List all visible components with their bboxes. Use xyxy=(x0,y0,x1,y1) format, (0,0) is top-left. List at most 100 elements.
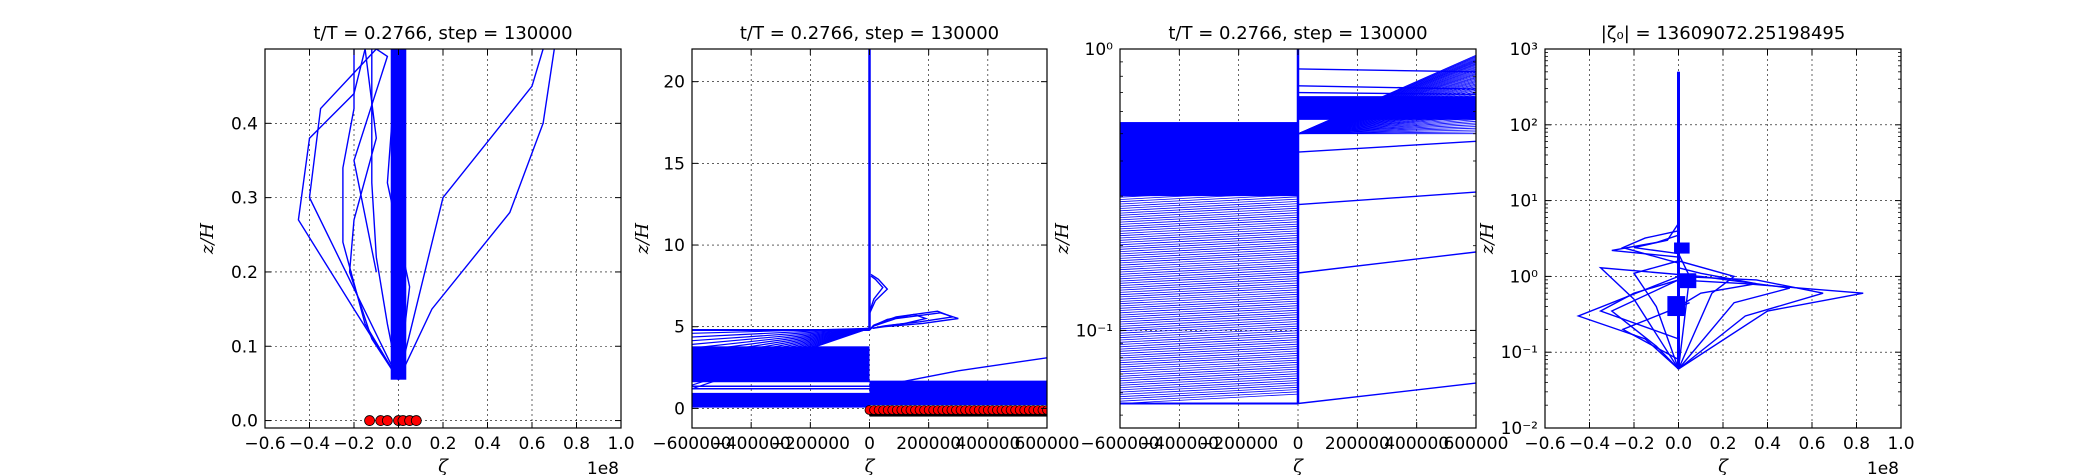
y-tick-label: 0.3 xyxy=(231,189,258,209)
y-tick-label: 10⁻² xyxy=(1501,419,1538,439)
y-tick-label: 10⁰ xyxy=(1085,40,1114,60)
chart-title: t/T = 0.2766, step = 130000 xyxy=(1168,23,1427,44)
fan-line xyxy=(1120,316,1299,327)
fan-line xyxy=(1120,196,1299,207)
series-band xyxy=(390,49,407,380)
x-tick-label: 0.6 xyxy=(518,434,545,454)
left-fill-1 xyxy=(692,346,870,383)
fan-line xyxy=(1120,355,1299,366)
x-tick-label: 0.6 xyxy=(1798,434,1825,454)
series-line-10 xyxy=(1621,302,1690,361)
fan-line xyxy=(1120,282,1299,293)
chart-1: −0.6 −0.4 −0.2 0.0 0.2 0.4 0.6 0.8 1.0 0.0 0.1 0.2 0… xyxy=(197,23,635,475)
grid xyxy=(1544,48,1902,429)
y-tick-label: 10⁰ xyxy=(1510,267,1539,287)
right-block xyxy=(1298,96,1476,120)
x-tick-label: 0 xyxy=(1293,434,1304,454)
fan-line xyxy=(1120,348,1299,359)
x-tick-label: −600000 xyxy=(652,434,731,454)
y-tick-label: 5 xyxy=(674,318,685,338)
fan-line xyxy=(1120,241,1299,252)
series-line-9 xyxy=(1598,279,1679,340)
fan-line xyxy=(1120,214,1299,225)
fan-line xyxy=(1120,207,1299,218)
y-tick-label: 10² xyxy=(1510,116,1538,136)
fan-line xyxy=(1120,210,1299,221)
y-tick-label: 10¹ xyxy=(1510,192,1538,212)
x-axis-label: ζ xyxy=(1293,456,1304,475)
data-marker xyxy=(381,415,393,426)
fan-line xyxy=(1120,253,1299,264)
series-line-8 xyxy=(1678,267,1757,308)
fan-line xyxy=(1120,389,1299,400)
fan-line xyxy=(692,327,870,357)
chart-title: |ζ₀| = 13609072.25198495 xyxy=(1601,23,1846,44)
right-line xyxy=(1297,140,1476,153)
fan-line xyxy=(692,327,870,375)
fan-line xyxy=(1120,364,1299,375)
fan-line xyxy=(1120,248,1299,259)
fan-line xyxy=(1120,314,1299,325)
x-tick-label: 0.4 xyxy=(474,434,501,454)
y-axis-label: z/H xyxy=(632,223,653,256)
x-tick-label: 0.8 xyxy=(563,434,590,454)
chart-4: −0.6 −0.4 −0.2 0.0 0.2 0.4 0.6 0.8 1.0 10⁻² 10⁻¹ 10… xyxy=(1477,23,1915,475)
fan-line xyxy=(1120,393,1299,404)
y-tick-label: 10⁻¹ xyxy=(1501,343,1538,363)
fan-line xyxy=(1120,255,1299,266)
right-fill xyxy=(869,380,1047,406)
fan-line xyxy=(1120,278,1299,289)
x-tick-label: 0.4 xyxy=(1754,434,1781,454)
y-axis-label: z/H xyxy=(1052,223,1073,256)
fan-line xyxy=(1120,300,1299,311)
data-marker xyxy=(1042,405,1047,415)
x-tick-label: −0.2 xyxy=(1613,434,1654,454)
x-tick-label: −0.6 xyxy=(1524,434,1565,454)
fan-line xyxy=(1120,334,1299,345)
x-offset-label: 1e8 xyxy=(587,459,619,475)
x-tick-label: −200000 xyxy=(771,434,850,454)
fan-line xyxy=(1120,312,1299,323)
fan-line xyxy=(1120,239,1299,250)
fan-line xyxy=(1120,269,1299,280)
fan-line xyxy=(1120,377,1299,388)
chart-2: −600000−400000−200000 0 200000400000600000… xyxy=(632,23,1079,475)
y-tick-label: 0 xyxy=(674,399,685,419)
fan-line xyxy=(1120,198,1299,209)
fan-line xyxy=(1120,201,1299,212)
fan-line xyxy=(1120,352,1299,364)
fan-line xyxy=(1120,250,1299,262)
chart-title: t/T = 0.2766, step = 130000 xyxy=(313,23,572,44)
fan-line xyxy=(1120,375,1299,386)
y-tick-label: 10 xyxy=(663,236,685,256)
x-tick-label: 400000 xyxy=(1384,434,1449,454)
fan-line xyxy=(1120,291,1299,302)
fan-line xyxy=(692,327,870,349)
fan-line xyxy=(1120,228,1299,239)
series-line-1 xyxy=(308,49,400,381)
right-line xyxy=(1297,85,1476,90)
series-line-7 xyxy=(1611,234,1679,258)
fan-line xyxy=(1120,359,1299,370)
plot-area xyxy=(692,49,1047,417)
fan-line xyxy=(1120,321,1299,332)
fan-line xyxy=(1120,339,1299,350)
fan-line xyxy=(1120,293,1299,305)
fan-line xyxy=(1120,330,1299,341)
series-line-3 xyxy=(1610,279,1864,370)
fan-line xyxy=(1120,357,1299,368)
fan-line xyxy=(1120,325,1299,336)
fan-line xyxy=(1120,327,1299,339)
fan-line xyxy=(1120,194,1299,205)
fan-line xyxy=(1120,337,1299,348)
plot-area xyxy=(1120,49,1476,405)
fan-line xyxy=(1120,332,1299,343)
x-axis-label: ζ xyxy=(865,456,876,475)
fan-line xyxy=(1120,318,1299,330)
fan-line xyxy=(1120,343,1299,354)
x-offset-label: 1e8 xyxy=(1867,459,1899,475)
y-tick-label: 20 xyxy=(663,73,685,93)
fan-line xyxy=(1120,257,1299,268)
y-tick-label: 0.0 xyxy=(231,412,258,432)
x-tick-label: 200000 xyxy=(1325,434,1390,454)
